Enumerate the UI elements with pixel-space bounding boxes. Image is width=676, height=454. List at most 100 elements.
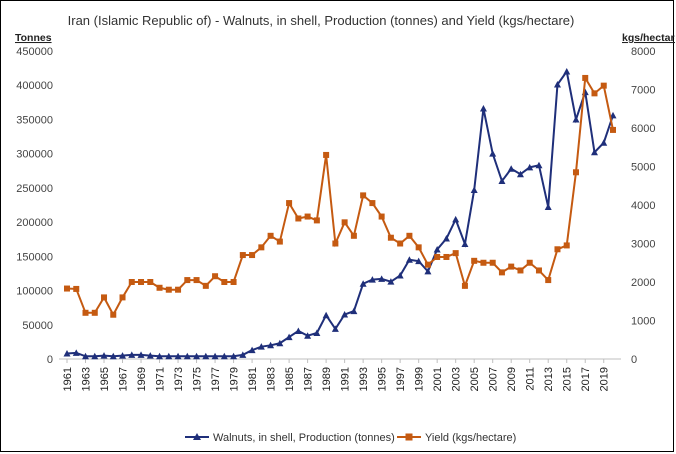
- x-tick-label: 2007: [488, 367, 500, 391]
- yield-point: [128, 279, 135, 285]
- x-tick-label: 1989: [321, 367, 333, 391]
- x-tick-label: 2009: [506, 367, 518, 391]
- x-tick-label: 1969: [136, 367, 148, 391]
- yield-series: [64, 74, 616, 318]
- production-point: [322, 311, 330, 319]
- yield-point: [526, 259, 533, 266]
- x-tick-label: 1973: [173, 367, 185, 391]
- yield-point: [554, 246, 561, 253]
- production-point: [239, 351, 247, 358]
- legend-label: Yield (kgs/hectare): [425, 432, 516, 444]
- left-axis-unit: Tonnes: [15, 32, 52, 44]
- left-tick-label: 0: [47, 354, 53, 366]
- production-point: [211, 352, 219, 360]
- x-tick-label: 1985: [284, 367, 296, 391]
- x-tick-label: 1975: [192, 367, 204, 391]
- yield-point: [610, 126, 616, 133]
- yield-point: [91, 309, 98, 316]
- yield-point: [369, 200, 376, 207]
- x-tick-label: 2015: [562, 367, 574, 391]
- production-point: [276, 339, 284, 347]
- right-tick-label: 6000: [631, 123, 655, 135]
- production-point: [146, 352, 154, 359]
- yield-point: [378, 213, 385, 220]
- right-tick-label: 4000: [631, 200, 655, 212]
- left-tick-label: 50000: [22, 320, 53, 332]
- production-point: [405, 256, 413, 263]
- legend-marker: [193, 433, 201, 440]
- x-tick-label: 1967: [118, 367, 130, 391]
- x-tick-label: 1991: [340, 367, 352, 391]
- left-tick-label: 350000: [16, 114, 53, 126]
- production-line: [66, 69, 614, 358]
- chart-title: Iran (Islamic Republic of) - Walnuts, in…: [68, 13, 575, 28]
- legend-marker: [405, 433, 413, 441]
- production-point: [350, 307, 358, 315]
- x-tick-label: 2005: [469, 367, 481, 391]
- x-tick-label: 1979: [229, 367, 241, 391]
- axes-group: 0500001000001500002000002500003000003500…: [16, 46, 655, 391]
- production-point: [294, 327, 302, 334]
- yield-point: [82, 309, 89, 316]
- yield-point: [64, 285, 70, 292]
- production-point: [516, 170, 524, 178]
- yield-point: [323, 151, 330, 158]
- right-axis-unit: kgs/hectare: [622, 32, 675, 44]
- production-point: [156, 352, 164, 360]
- production-point: [544, 203, 552, 211]
- production-point: [461, 240, 469, 248]
- yield-point: [332, 240, 339, 247]
- production-point: [387, 278, 395, 285]
- yield-point: [572, 169, 579, 176]
- production-point: [535, 161, 543, 169]
- x-tick-label: 1997: [395, 367, 407, 391]
- production-point: [396, 271, 404, 279]
- left-tick-label: 400000: [16, 80, 53, 92]
- production-point: [304, 332, 312, 339]
- yield-point: [443, 253, 450, 260]
- left-tick-label: 300000: [16, 149, 53, 161]
- production-point: [248, 346, 256, 354]
- legend-item-production: Walnuts, in shell, Production (tonnes): [185, 432, 395, 444]
- legend: Walnuts, in shell, Production (tonnes) Yi…: [185, 432, 516, 444]
- production-point: [100, 352, 108, 359]
- production-point: [165, 352, 173, 360]
- x-tick-label: 1999: [414, 367, 426, 391]
- yield-point: [313, 217, 320, 224]
- yield-point: [535, 267, 542, 274]
- yield-point: [239, 252, 246, 259]
- yield-point: [424, 261, 431, 268]
- left-tick-label: 100000: [16, 286, 53, 298]
- yield-point: [267, 232, 274, 239]
- production-series: [63, 68, 617, 360]
- x-tick-label: 2017: [580, 367, 592, 391]
- yield-point: [591, 90, 598, 97]
- x-tick-label: 1971: [155, 367, 167, 391]
- x-tick-label: 1965: [99, 367, 111, 391]
- left-tick-label: 200000: [16, 217, 53, 229]
- production-point: [128, 351, 136, 358]
- production-point: [193, 352, 201, 360]
- production-point: [183, 352, 191, 360]
- left-tick-label: 150000: [16, 251, 53, 263]
- production-point: [572, 115, 580, 123]
- production-point: [109, 352, 117, 360]
- right-tick-label: 8000: [631, 46, 655, 58]
- production-point: [230, 352, 238, 360]
- yield-point: [397, 240, 404, 247]
- yield-point: [489, 259, 496, 266]
- production-point: [257, 343, 265, 350]
- production-point: [590, 148, 598, 156]
- production-point: [285, 333, 293, 341]
- yield-point: [193, 277, 200, 284]
- left-tick-label: 450000: [16, 46, 53, 58]
- production-point: [563, 68, 571, 75]
- yield-point: [304, 213, 311, 220]
- production-point: [267, 341, 275, 349]
- yield-point: [101, 294, 108, 301]
- production-point: [313, 329, 321, 336]
- right-tick-label: 7000: [631, 85, 655, 97]
- yield-point: [360, 192, 367, 199]
- x-tick-label: 2011: [525, 367, 537, 391]
- right-tick-label: 3000: [631, 239, 655, 251]
